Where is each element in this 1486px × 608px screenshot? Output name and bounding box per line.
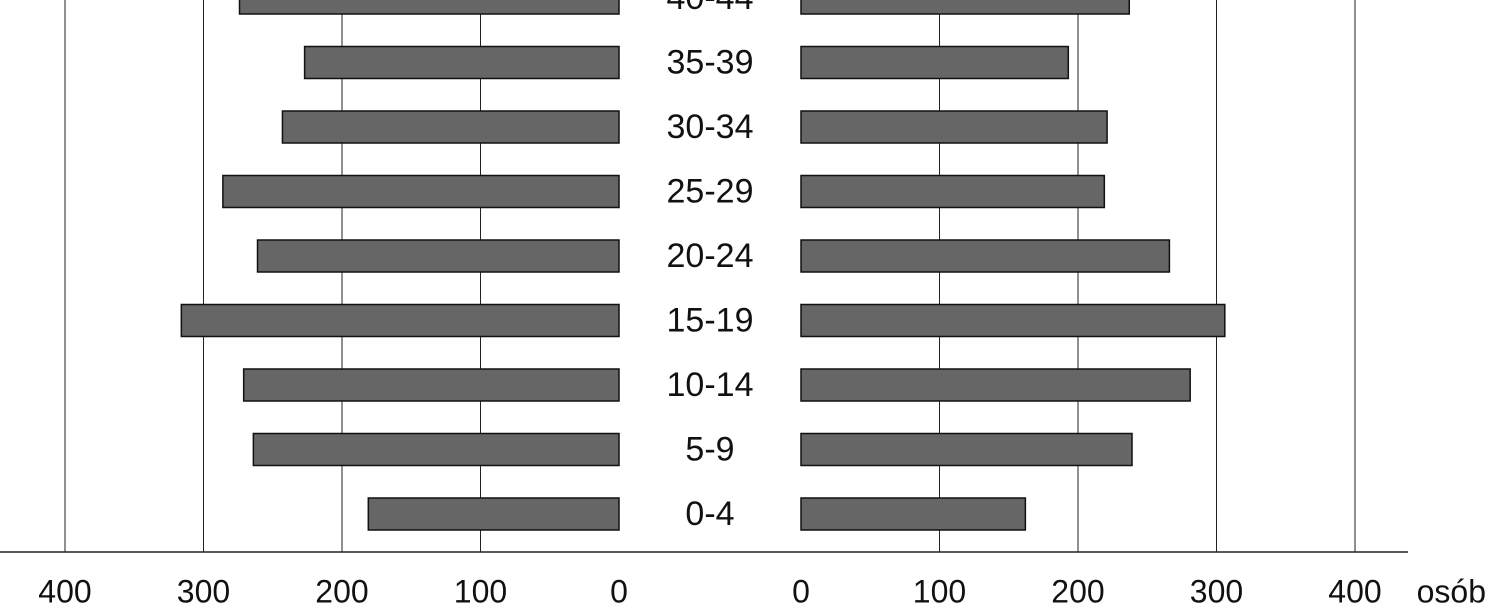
x-tick-label: 200 [315,573,368,608]
category-label: 15-19 [667,301,754,339]
bar [800,432,1133,467]
x-tick-label: 100 [454,573,507,608]
x-axis-label: osób [1417,573,1486,608]
category-label: 25-29 [667,172,754,210]
bar [800,303,1226,338]
category-label: 40-44 [667,0,754,17]
bar [800,0,1130,15]
x-tick-label: 300 [1190,573,1243,608]
bar [256,239,620,273]
category-label: 0-4 [685,495,734,533]
x-tick-label: 100 [913,573,966,608]
bar [180,303,620,338]
bar [800,239,1171,273]
x-tick-label: 400 [38,573,91,608]
bar [800,110,1108,144]
x-tick-label: 200 [1051,573,1104,608]
bar [800,45,1070,80]
category-label: 10-14 [667,366,754,404]
bar [800,368,1191,402]
x-tick-label: 400 [1328,573,1381,608]
bar [303,45,620,80]
bar [238,0,620,15]
bar [800,497,1027,531]
category-label: 5-9 [685,430,734,468]
bar [281,110,620,144]
bar [242,368,620,402]
x-tick-label: 0 [610,573,628,608]
category-label: 20-24 [667,237,754,275]
x-tick-label: 300 [177,573,230,608]
bar [367,497,620,531]
x-tick-label: 0 [792,573,810,608]
bar [222,174,620,209]
bar [800,174,1106,209]
category-label: 30-34 [667,108,754,146]
bar [252,432,620,467]
category-label: 35-39 [667,43,754,81]
